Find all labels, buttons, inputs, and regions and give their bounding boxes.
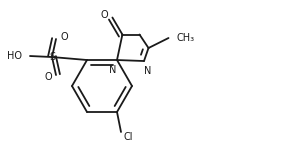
Text: S: S bbox=[49, 52, 55, 62]
Text: HO: HO bbox=[7, 51, 22, 61]
Text: O: O bbox=[60, 32, 68, 42]
Text: N: N bbox=[109, 65, 117, 75]
Text: Cl: Cl bbox=[123, 132, 133, 142]
Text: O: O bbox=[101, 10, 108, 20]
Text: O: O bbox=[44, 72, 52, 82]
Text: N: N bbox=[144, 66, 152, 76]
Text: CH₃: CH₃ bbox=[176, 33, 195, 43]
